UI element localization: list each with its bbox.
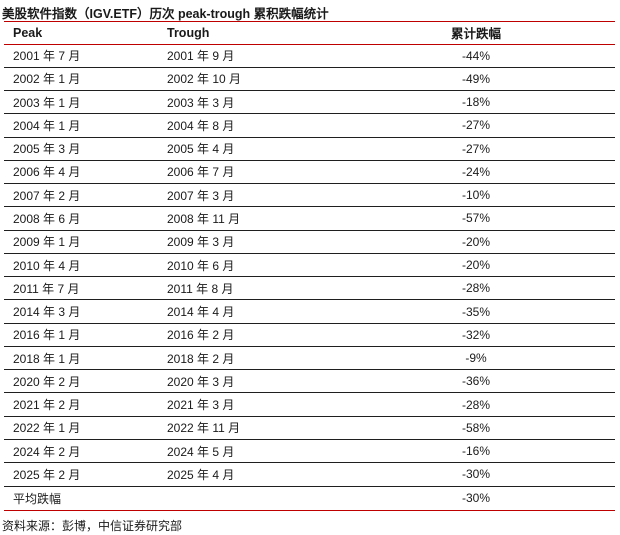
table-row: 2016 年 1 月 2016 年 2 月 -32% (4, 324, 615, 347)
table-row: 2004 年 1 月 2004 年 8 月 -27% (4, 114, 615, 138)
drawdown-cell: -20% (461, 234, 490, 249)
peak-cell: 2007 年 2 月 (13, 188, 81, 203)
header-rule (4, 43, 615, 45)
trough-cell: 2020 年 3 月 (167, 374, 235, 389)
drawdown-cell: -28% (461, 281, 490, 296)
table-row: 2002 年 1 月 2002 年 10 月 -49% (4, 68, 615, 92)
table-row: 2018 年 1 月 2018 年 2 月 -9% (4, 347, 615, 371)
drawdown-cell: -30% (461, 467, 490, 482)
table-row: 2020 年 2 月 2020 年 3 月 -36% (4, 370, 615, 394)
drawdown-cell: -27% (461, 118, 490, 133)
trough-cell: 2006 年 7 月 (167, 165, 235, 180)
header-cell-drawdown: 累计跌幅 (450, 27, 501, 42)
table-row: 2003 年 1 月 2003 年 3 月 -18% (4, 91, 615, 115)
peak-cell: 2008 年 6 月 (13, 211, 81, 226)
table-row: 2011 年 7 月 2011 年 8 月 -28% (4, 277, 615, 301)
table-row: 2008 年 6 月 2008 年 11 月 -57% (4, 207, 615, 231)
trough-cell: 2014 年 4 月 (167, 305, 235, 320)
table-row: 2009 年 1 月 2009 年 3 月 -20% (4, 231, 615, 254)
trough-cell: 2004 年 8 月 (167, 118, 235, 133)
source-note: 资料来源：彭博，中信证券研究部 (2, 519, 183, 533)
trough-cell: 2022 年 11 月 (167, 421, 241, 436)
peak-cell: 2003 年 1 月 (13, 95, 81, 110)
table-row-average: 平均跌幅 -30% (4, 487, 615, 510)
trough-cell: 2008 年 11 月 (167, 211, 241, 226)
drawdown-table: Peak Trough 累计跌幅 2001 年 7 月 2001 年 9 月 -… (4, 21, 615, 511)
peak-cell: 2016 年 1 月 (13, 328, 81, 343)
peak-cell: 2001 年 7 月 (13, 49, 81, 64)
peak-cell: 2022 年 1 月 (13, 421, 81, 436)
drawdown-cell: -10% (461, 188, 490, 203)
peak-cell: 2005 年 3 月 (13, 142, 81, 157)
table-row: 2007 年 2 月 2007 年 3 月 -10% (4, 184, 615, 208)
table-row: 2025 年 2 月 2025 年 4 月 -30% (4, 463, 615, 487)
peak-cell: 2006 年 4 月 (13, 165, 81, 180)
table-row: 2005 年 3 月 2005 年 4 月 -27% (4, 138, 615, 161)
drawdown-cell: -58% (461, 420, 490, 435)
header-cell-trough: Trough (167, 25, 210, 40)
drawdown-cell: -28% (461, 397, 490, 412)
trough-cell: 2003 年 3 月 (167, 95, 235, 110)
trough-cell: 2025 年 4 月 (167, 467, 235, 482)
table-row: 2006 年 4 月 2006 年 7 月 -24% (4, 161, 615, 185)
top-rule (4, 21, 615, 22)
table-row: 2024 年 2 月 2024 年 5 月 -16% (4, 440, 615, 464)
trough-cell: 2011 年 8 月 (167, 281, 234, 296)
peak-cell: 2004 年 1 月 (13, 118, 81, 133)
trough-cell: 2009 年 3 月 (167, 235, 235, 250)
trough-cell: 2018 年 2 月 (167, 351, 235, 366)
peak-cell: 2018 年 1 月 (13, 351, 81, 366)
drawdown-cell: -44% (461, 48, 490, 63)
drawdown-cell: -30% (461, 491, 490, 506)
drawdown-cell: -18% (461, 95, 490, 110)
peak-cell: 平均跌幅 (13, 491, 62, 506)
peak-cell: 2009 年 1 月 (13, 235, 81, 250)
table-header-row: Peak Trough 累计跌幅 (4, 22, 615, 44)
peak-cell: 2002 年 1 月 (13, 72, 81, 87)
drawdown-cell: -27% (461, 141, 490, 156)
table-row: 2022 年 1 月 2022 年 11 月 -58% (4, 417, 615, 441)
drawdown-cell: -9% (465, 351, 487, 366)
drawdown-cell: -20% (461, 258, 490, 273)
table-row: 2021 年 2 月 2021 年 3 月 -28% (4, 393, 615, 417)
bottom-rule (4, 509, 615, 511)
trough-cell: 2002 年 10 月 (167, 72, 242, 87)
peak-cell: 2020 年 2 月 (13, 374, 81, 389)
trough-cell: 2024 年 5 月 (167, 444, 235, 459)
drawdown-cell: -57% (461, 211, 490, 226)
table-row: 2014 年 3 月 2014 年 4 月 -35% (4, 300, 615, 324)
drawdown-cell: -35% (461, 304, 490, 319)
table-row: 2001 年 7 月 2001 年 9 月 -44% (4, 45, 615, 68)
trough-cell: 2007 年 3 月 (167, 188, 235, 203)
drawdown-cell: -16% (461, 444, 490, 459)
drawdown-cell: -49% (461, 71, 490, 86)
trough-cell: 2010 年 6 月 (167, 258, 235, 273)
trough-cell: 2005 年 4 月 (167, 142, 235, 157)
trough-cell: 2021 年 3 月 (167, 398, 235, 413)
trough-cell: 2001 年 9 月 (167, 49, 235, 64)
peak-cell: 2024 年 2 月 (13, 444, 81, 459)
peak-cell: 2021 年 2 月 (13, 398, 81, 413)
page-title: 美股软件指数（IGV.ETF）历次 peak-trough 累积跌幅统计 (2, 7, 329, 21)
trough-cell: 2016 年 2 月 (167, 328, 235, 343)
peak-cell: 2025 年 2 月 (13, 467, 81, 482)
peak-cell: 2010 年 4 月 (13, 258, 81, 273)
peak-cell: 2011 年 7 月 (13, 281, 80, 296)
drawdown-cell: -24% (461, 164, 490, 179)
drawdown-cell: -36% (461, 374, 490, 389)
drawdown-cell: -32% (461, 327, 490, 342)
table-row: 2010 年 4 月 2010 年 6 月 -20% (4, 254, 615, 278)
peak-cell: 2014 年 3 月 (13, 305, 81, 320)
header-cell-peak: Peak (13, 25, 43, 40)
